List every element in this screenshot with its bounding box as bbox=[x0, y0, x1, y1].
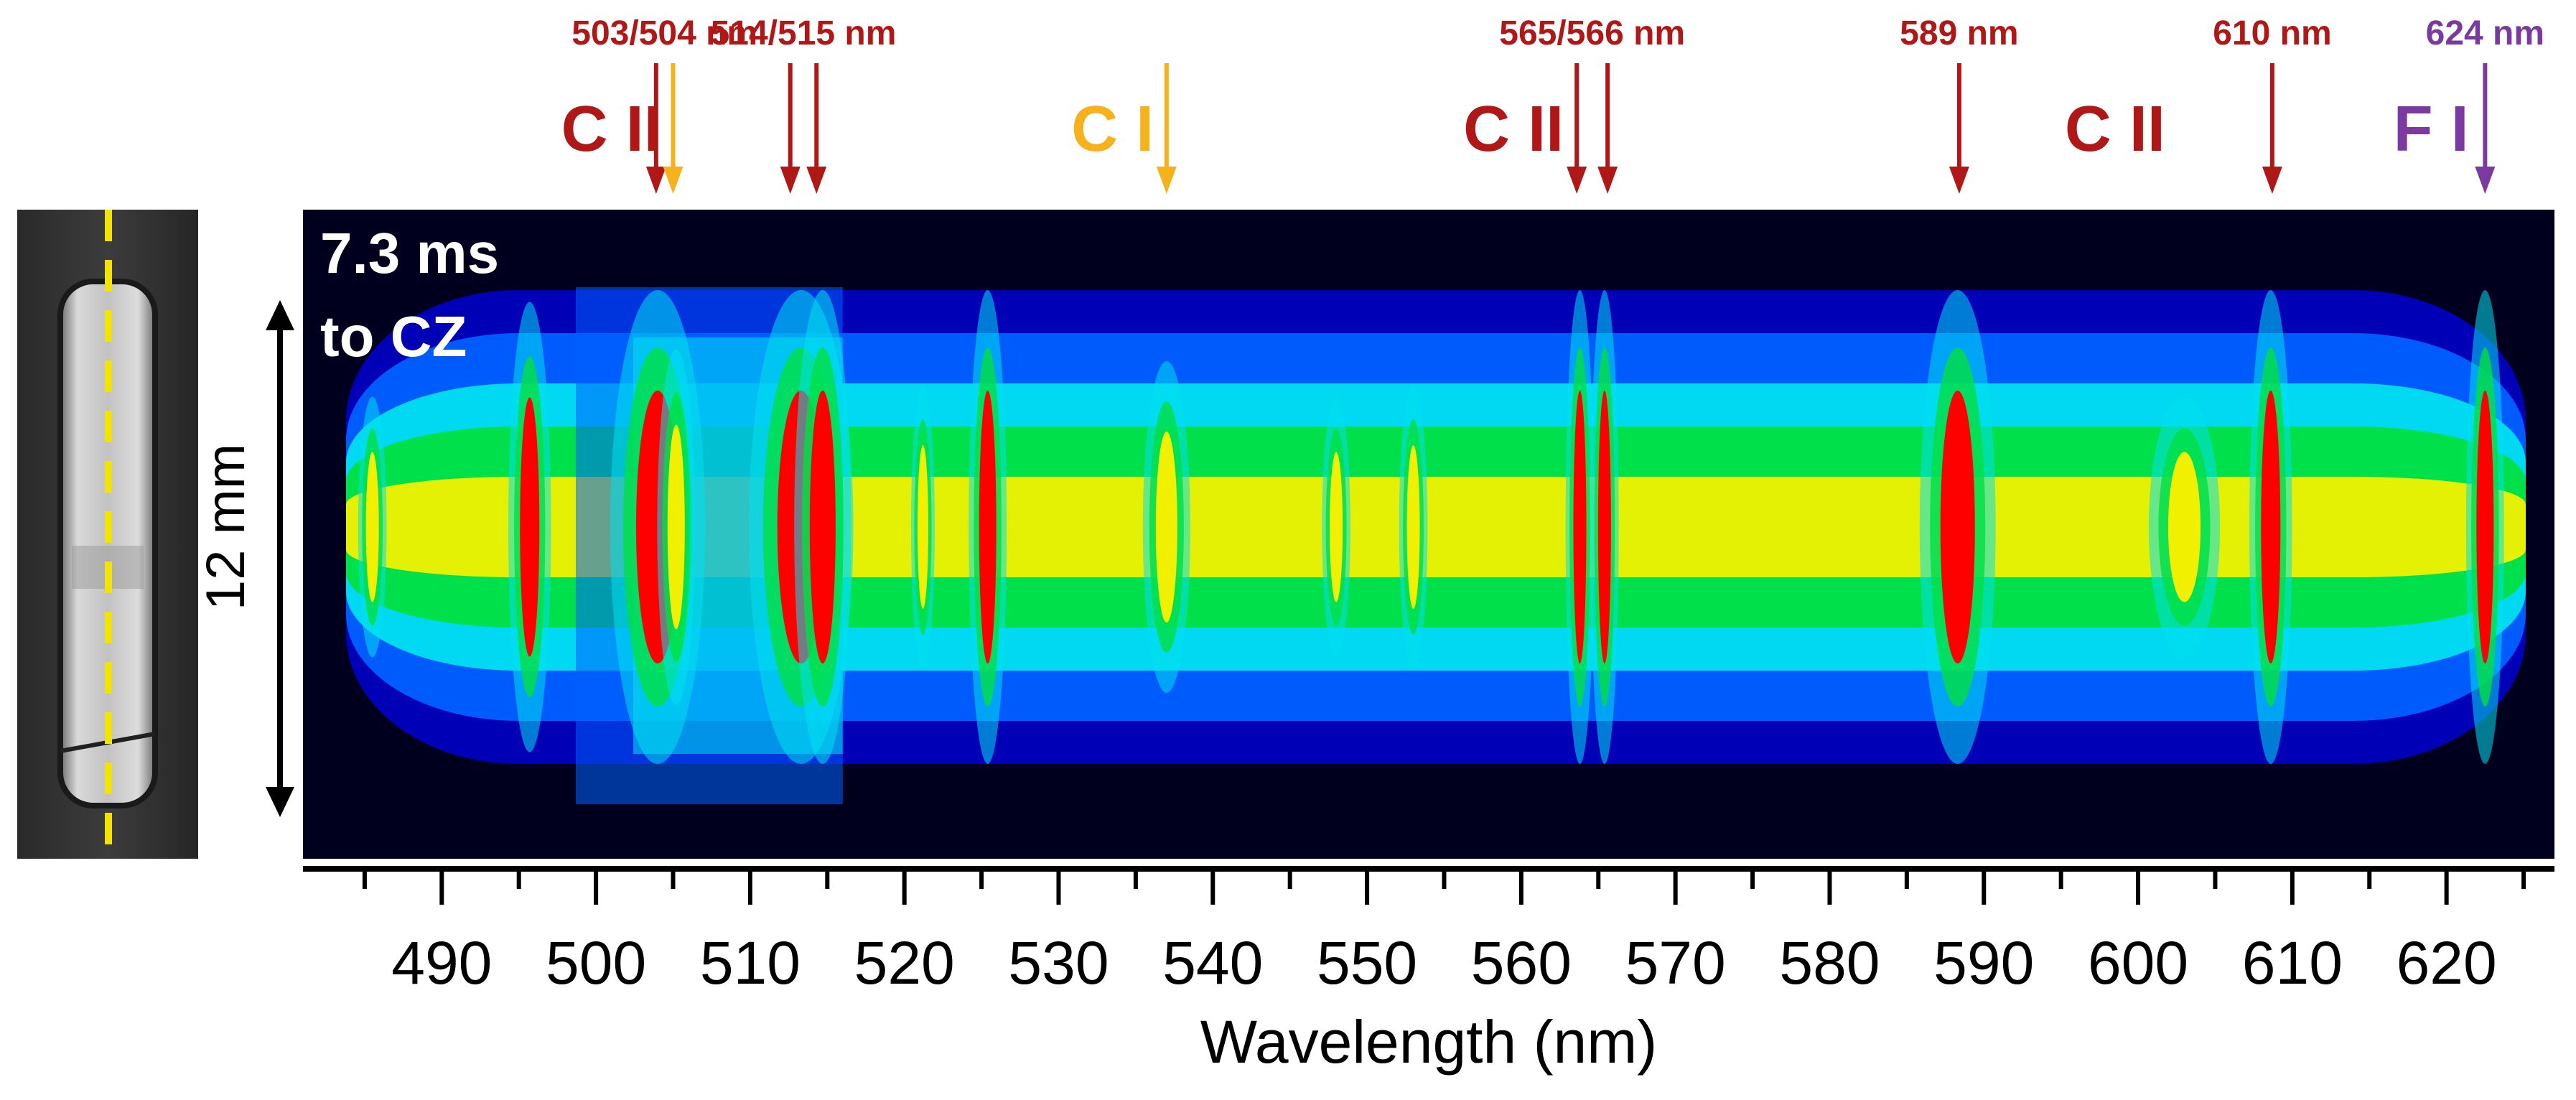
x-tick-label: 610 bbox=[2242, 929, 2343, 997]
scale-bar: 12 mm bbox=[195, 300, 294, 817]
emission-line-core bbox=[1597, 391, 1611, 663]
emission-line-core bbox=[1155, 432, 1177, 623]
annotation-wavelength-label: 624 nm bbox=[2426, 14, 2544, 52]
x-tick-label: 570 bbox=[1625, 929, 1726, 997]
annotation-arrow-head bbox=[2475, 167, 2496, 194]
x-axis: Wavelength (nm) 490 500 510 520 530 540 550 560… bbox=[303, 866, 2554, 1076]
annotation-arrow-head bbox=[2262, 167, 2282, 194]
x-axis-title: Wavelength (nm) bbox=[1200, 1008, 1657, 1076]
emission-line-core bbox=[667, 424, 685, 630]
x-tick-label: 500 bbox=[546, 929, 646, 997]
x-tick-label: 510 bbox=[700, 929, 801, 997]
x-tick-label: 600 bbox=[2088, 929, 2188, 997]
annotation-wavelength-label: 503/504 nm bbox=[571, 14, 757, 52]
y-axis-label: 12 mm bbox=[195, 444, 256, 610]
time-label-line1: 7.3 ms bbox=[320, 221, 499, 285]
emission-line-core bbox=[917, 445, 928, 609]
x-tick-label: 550 bbox=[1317, 929, 1417, 997]
annotation-arrow-head bbox=[1156, 167, 1177, 194]
emission-line-core bbox=[979, 391, 997, 663]
annotation-wavelength-label: 589 nm bbox=[1900, 14, 2018, 52]
species-label: C II bbox=[2065, 93, 2165, 165]
annotation-wavelength-label: 610 nm bbox=[2213, 14, 2331, 52]
emission-line-core bbox=[520, 397, 540, 657]
x-tick-label: 490 bbox=[391, 929, 492, 997]
species-label: C II bbox=[561, 93, 662, 165]
x-tick-label: 540 bbox=[1162, 929, 1263, 997]
annotation-arrow-head bbox=[1949, 167, 1969, 194]
scale-bar-arrow-top bbox=[266, 300, 294, 330]
annotation-arrow-head bbox=[806, 167, 827, 194]
annotation-arrow-head bbox=[780, 167, 801, 194]
annotation-wavelength-label: 514/515 nm bbox=[711, 14, 897, 52]
species-label: C I bbox=[1071, 93, 1154, 165]
x-tick-label: 520 bbox=[854, 929, 955, 997]
annotation-arrow-head bbox=[663, 167, 683, 194]
species-label: C II bbox=[1463, 93, 1564, 165]
time-label-line2: to CZ bbox=[320, 304, 467, 368]
emission-line-core bbox=[2167, 452, 2201, 602]
x-tick-label: 530 bbox=[1008, 929, 1109, 997]
x-tick-label: 580 bbox=[1779, 929, 1880, 997]
emission-line-core bbox=[1573, 391, 1587, 663]
emission-line-core bbox=[809, 391, 836, 663]
tube-photo bbox=[17, 210, 198, 859]
emission-line-core bbox=[2261, 391, 2281, 663]
emission-line-core bbox=[1330, 452, 1343, 602]
annotation-arrow-head bbox=[645, 167, 666, 194]
spectrum-emission-lines bbox=[358, 290, 2504, 764]
x-tick-label: 590 bbox=[1933, 929, 2034, 997]
annotation-wavelength-label: 565/566 nm bbox=[1499, 14, 1685, 52]
emission-line-core bbox=[1406, 445, 1420, 609]
spectrum-image: 7.3 ms to CZ bbox=[303, 210, 2554, 859]
annotation-arrow-head bbox=[1597, 167, 1618, 194]
emission-line-core bbox=[2476, 391, 2494, 663]
emission-line-core bbox=[1940, 391, 1975, 663]
emission-line-core bbox=[365, 452, 379, 602]
annotation-arrow-head bbox=[1567, 167, 1587, 194]
species-label: F I bbox=[2394, 93, 2469, 165]
x-tick-label: 620 bbox=[2397, 929, 2497, 997]
x-tick-label: 560 bbox=[1471, 929, 1572, 997]
scale-bar-arrow-bottom bbox=[266, 787, 294, 817]
